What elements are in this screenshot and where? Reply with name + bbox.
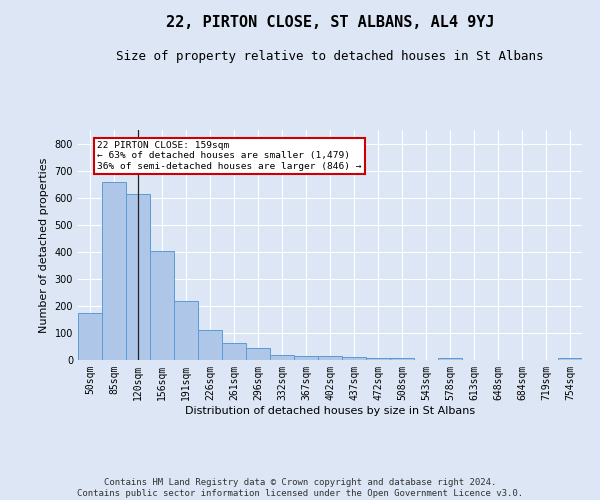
- Bar: [78, 312, 102, 360]
- Bar: [390, 358, 414, 360]
- Bar: [150, 251, 174, 360]
- X-axis label: Distribution of detached houses by size in St Albans: Distribution of detached houses by size …: [185, 406, 475, 415]
- Bar: [126, 194, 150, 360]
- Text: 22 PIRTON CLOSE: 159sqm
← 63% of detached houses are smaller (1,479)
36% of semi: 22 PIRTON CLOSE: 159sqm ← 63% of detache…: [97, 141, 362, 171]
- Bar: [102, 182, 126, 360]
- Bar: [558, 358, 582, 360]
- Text: 22, PIRTON CLOSE, ST ALBANS, AL4 9YJ: 22, PIRTON CLOSE, ST ALBANS, AL4 9YJ: [166, 15, 494, 30]
- Bar: [294, 356, 318, 360]
- Bar: [342, 357, 366, 360]
- Bar: [366, 358, 390, 360]
- Y-axis label: Number of detached properties: Number of detached properties: [39, 158, 49, 332]
- Bar: [246, 348, 270, 360]
- Bar: [318, 356, 342, 360]
- Bar: [438, 358, 462, 360]
- Text: Contains HM Land Registry data © Crown copyright and database right 2024.
Contai: Contains HM Land Registry data © Crown c…: [77, 478, 523, 498]
- Text: Size of property relative to detached houses in St Albans: Size of property relative to detached ho…: [116, 50, 544, 63]
- Bar: [174, 301, 198, 360]
- Bar: [270, 356, 294, 360]
- Bar: [198, 330, 222, 360]
- Bar: [222, 343, 246, 360]
